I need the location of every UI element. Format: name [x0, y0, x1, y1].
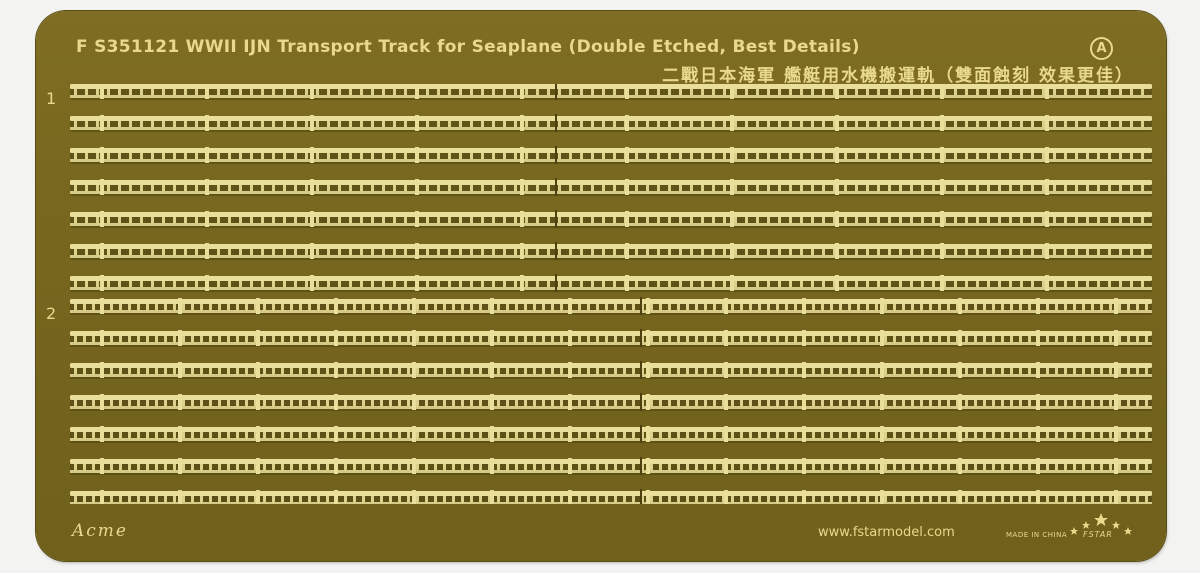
sheet-id-badge: A [1090, 37, 1113, 60]
rail-strip [70, 329, 1152, 347]
group-label-1: 1 [46, 89, 57, 108]
website-url: www.fstarmodel.com [818, 525, 955, 540]
rail-strip [70, 146, 1152, 164]
rail-strip [70, 114, 1152, 132]
rail-strip [70, 361, 1152, 379]
transport-rails [70, 84, 1152, 504]
rail-strip [70, 178, 1152, 196]
rail-strip [70, 393, 1152, 411]
rail-strip [70, 297, 1152, 315]
group-label-2: 2 [46, 304, 57, 323]
rail-strip [70, 84, 1152, 100]
product-subtitle-chinese: 二戰日本海軍 艦艇用水機搬運軌（雙面蝕刻 效果更佳） [662, 66, 1134, 86]
fstar-stars-logo [1070, 513, 1132, 535]
rail-strip [70, 425, 1152, 443]
rail-strip [70, 210, 1152, 228]
rail-strip [70, 242, 1152, 260]
rail-strip [70, 489, 1152, 504]
product-title: F S351121 WWII IJN Transport Track for S… [76, 37, 860, 57]
fstar-logo-text: FSTAR [1083, 530, 1113, 539]
rail-strip [70, 457, 1152, 475]
brand-logo-text: Acme [72, 521, 128, 541]
made-in-label: MADE IN CHINA [1006, 531, 1068, 539]
rail-strip [70, 274, 1152, 292]
